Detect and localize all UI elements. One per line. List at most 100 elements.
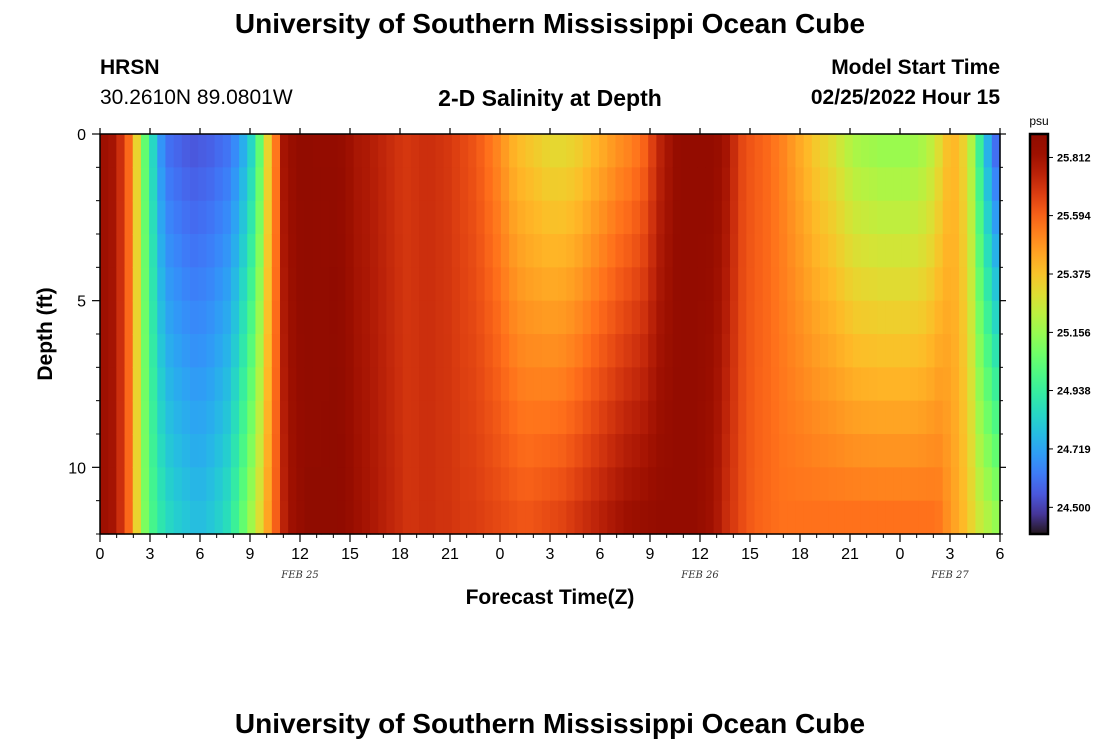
heatmap-cell (860, 267, 870, 302)
heatmap-cell (312, 234, 322, 268)
heatmap-cell (100, 134, 109, 168)
heatmap-cell (443, 134, 453, 168)
heatmap-cell (435, 267, 445, 302)
heatmap-cell (149, 467, 158, 502)
x-tick-label: 15 (341, 546, 359, 563)
heatmap-cell (378, 167, 387, 202)
heatmap-cell (828, 134, 837, 168)
heatmap-cell (271, 267, 281, 302)
heatmap-cell (803, 367, 813, 402)
heatmap-cell (762, 400, 772, 435)
heatmap-cell (877, 400, 887, 435)
heatmap-cell (877, 267, 887, 302)
heatmap-cell (738, 400, 747, 435)
heatmap-cell (435, 434, 445, 468)
y-tick-label: 5 (77, 294, 86, 311)
heatmap-cell (893, 167, 903, 202)
heatmap-cell (247, 434, 257, 468)
heatmap-cell (607, 300, 617, 335)
heatmap-cell (607, 267, 617, 302)
heatmap-cell (247, 500, 257, 535)
heatmap-cell (762, 267, 772, 302)
heatmap-cell (574, 300, 584, 335)
heatmap-cell (476, 367, 486, 402)
heatmap-cell (149, 334, 158, 368)
heatmap-cell (280, 367, 289, 402)
heatmap-cell (320, 300, 330, 335)
heatmap-cell (460, 234, 469, 268)
heatmap-cell (746, 367, 756, 402)
heatmap-cell (697, 400, 707, 435)
heatmap-cell (640, 400, 649, 435)
heatmap-cell (574, 234, 584, 268)
heatmap-cell (419, 467, 428, 502)
heatmap-cell (779, 400, 788, 435)
x-axis-title: Forecast Time(Z) (466, 586, 635, 609)
page-title-repeat: University of Southern Mississippi Ocean… (234, 708, 866, 739)
heatmap-cell (296, 267, 306, 302)
heatmap-cell (492, 400, 502, 435)
heatmap-cell (689, 234, 698, 268)
heatmap-cell (108, 167, 117, 202)
heatmap-cell (803, 167, 813, 202)
heatmap-cell (140, 300, 150, 335)
heatmap-cell (239, 400, 248, 435)
heatmap-cell (443, 167, 453, 202)
heatmap-cell (108, 200, 117, 235)
heatmap-cell (255, 200, 265, 235)
heatmap-cell (934, 334, 944, 368)
heatmap-cell (230, 434, 240, 468)
heatmap-cell (460, 167, 469, 202)
heatmap-cell (942, 500, 952, 535)
heatmap-cell (149, 134, 158, 168)
heatmap-cell (697, 167, 707, 202)
heatmap-cell (525, 167, 535, 202)
heatmap-cell (108, 500, 117, 535)
heatmap-cell (787, 267, 797, 302)
heatmap-cell (361, 500, 371, 535)
heatmap-cell (795, 134, 805, 168)
heatmap-cell (754, 300, 764, 335)
heatmap-cell (860, 500, 870, 535)
heatmap-cell (746, 234, 756, 268)
heatmap-cell (730, 234, 739, 268)
heatmap-cell (312, 467, 322, 502)
heatmap-cell (967, 334, 977, 368)
heatmap-cell (419, 234, 428, 268)
heatmap-cell (378, 134, 387, 168)
heatmap-cell (877, 167, 887, 202)
heatmap-cell (492, 267, 502, 302)
heatmap-cell (288, 200, 297, 235)
heatmap-cell (959, 400, 968, 435)
heatmap-cell (738, 300, 747, 335)
heatmap-cell (836, 234, 846, 268)
heatmap-cell (443, 400, 453, 435)
heatmap-cell (484, 467, 494, 502)
heatmap-cell (689, 167, 698, 202)
heatmap-cell (836, 367, 846, 402)
heatmap-cell (337, 367, 347, 402)
heatmap-cell (320, 467, 330, 502)
heatmap-cell (754, 234, 764, 268)
heatmap-cell (721, 300, 731, 335)
heatmap-cell (811, 234, 821, 268)
heatmap-cell (672, 500, 682, 535)
heatmap-cell (484, 300, 494, 335)
heatmap-cell (713, 500, 723, 535)
heatmap-cell (885, 434, 895, 468)
heatmap-cell (247, 267, 257, 302)
heatmap-cell (116, 500, 126, 535)
heatmap-cell (353, 167, 363, 202)
heatmap-cell (263, 367, 273, 402)
heatmap-cell (451, 200, 461, 235)
heatmap-cell (550, 300, 559, 335)
heatmap-cell (173, 200, 183, 235)
heatmap-cell (713, 367, 723, 402)
heatmap-cell (460, 500, 469, 535)
heatmap-cell (198, 434, 207, 468)
heatmap-cell (885, 300, 895, 335)
heatmap-cell (443, 500, 453, 535)
x-tick-label: 9 (646, 546, 655, 563)
heatmap-cell (901, 234, 911, 268)
heatmap-cell (132, 167, 142, 202)
